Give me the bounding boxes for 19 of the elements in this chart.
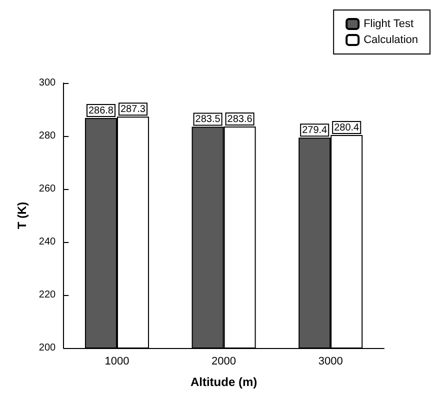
legend-label: Calculation — [364, 34, 418, 46]
data-label: 287.3 — [120, 104, 146, 116]
x-tick-label: 3000 — [318, 356, 343, 368]
y-tick-label: 300 — [38, 78, 56, 88]
y-tick-label: 200 — [38, 342, 56, 354]
y-tick-label: 280 — [38, 130, 56, 142]
x-tick-label: 1000 — [104, 356, 130, 368]
data-label: 280.4 — [334, 122, 360, 134]
data-label: 279.4 — [302, 125, 328, 136]
data-label: 283.5 — [195, 114, 221, 126]
y-axis-title: T (K) — [15, 202, 29, 230]
x-axis-title: Altitude (m) — [190, 375, 258, 389]
legend-label: Flight Test — [364, 18, 414, 30]
y-tick-label: 260 — [38, 184, 56, 194]
y-tick-label: 240 — [38, 236, 56, 248]
x-tick-label: 2000 — [212, 356, 236, 368]
data-label: 286.8 — [88, 105, 114, 116]
y-tick-label: 220 — [38, 290, 56, 300]
data-label: 283.6 — [227, 114, 253, 125]
